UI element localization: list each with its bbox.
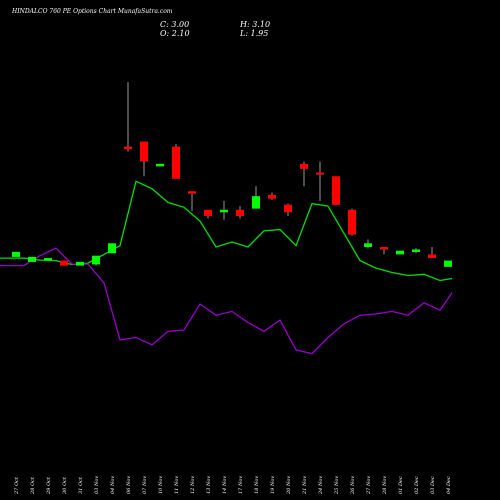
x-tick-label: 24 Nov — [318, 476, 324, 495]
x-tick-label: 10 Nov — [158, 476, 164, 494]
candle-body-up — [156, 163, 164, 167]
candle-body-down — [332, 176, 340, 205]
candle — [268, 192, 276, 200]
candle-body-down — [204, 209, 212, 216]
x-tick-label: 19 Nov — [270, 476, 276, 494]
candle-body-up — [364, 243, 372, 247]
candle-body-down — [428, 254, 436, 259]
x-tick-label: 11 Nov — [174, 476, 180, 494]
x-tick-label: 03 Dec — [430, 476, 436, 494]
candle — [204, 209, 212, 219]
candle-body-down — [316, 172, 324, 175]
candle — [252, 186, 260, 209]
x-tick-label: 02 Dec — [414, 476, 420, 494]
open-value: O: 2.10 — [160, 29, 190, 38]
candle — [220, 201, 228, 220]
candle — [332, 176, 340, 205]
x-tick-label: 06 Nov — [126, 476, 132, 494]
candle-body-down — [236, 209, 244, 216]
candle — [380, 247, 388, 255]
candle-body-up — [28, 256, 36, 262]
x-tick-label: 25 Nov — [334, 476, 340, 495]
candle-body-up — [252, 196, 260, 209]
x-tick-label: 13 Nov — [206, 476, 212, 494]
candle-body-up — [92, 255, 100, 265]
candle — [172, 144, 180, 179]
x-tick-label: 28 Oct — [30, 476, 36, 495]
candle-body-down — [284, 204, 292, 213]
x-tick-label: 18 Nov — [254, 476, 260, 494]
candle-body-down — [268, 194, 276, 199]
candle — [284, 203, 292, 216]
candle-body-up — [220, 209, 228, 213]
candle — [156, 163, 164, 167]
candle-body-up — [76, 261, 84, 266]
candle — [428, 247, 436, 259]
candle-body-up — [12, 251, 20, 257]
x-tick-label: 29 Oct — [46, 476, 52, 495]
candle — [364, 239, 372, 249]
x-tick-label: 21 Nov — [302, 476, 308, 495]
candle-body-down — [300, 163, 308, 169]
x-tick-label: 12 Nov — [190, 476, 196, 494]
candle — [140, 141, 148, 177]
chart-title: HINDALCO 760 PE Options Chart MunafaSutr… — [12, 8, 173, 15]
candle — [92, 255, 100, 266]
close-value: C: 3.00 — [160, 20, 190, 29]
x-axis-labels: 27 Oct 28 Oct 29 Oct 30 Oct 31 Oct 03 Nov 04 N… — [14, 476, 452, 495]
x-tick-label: 28 Nov — [382, 476, 388, 495]
x-tick-label: 03 Nov — [94, 476, 100, 494]
candle — [60, 260, 68, 266]
candle — [396, 250, 404, 255]
candle — [348, 208, 356, 236]
candle — [188, 191, 196, 211]
high-value: H: 3.10 — [240, 20, 271, 29]
x-tick-label: 26 Nov — [350, 476, 356, 495]
candle — [76, 261, 84, 266]
x-tick-label: 04 Dec — [446, 476, 452, 494]
candle — [236, 206, 244, 219]
x-tick-label: 07 Nov — [142, 476, 148, 494]
x-tick-label: 27 Oct — [14, 476, 20, 495]
candle-body-up — [412, 249, 420, 252]
candle-body-up — [444, 260, 452, 267]
x-tick-label: 14 Nov — [222, 476, 228, 494]
candle — [444, 260, 452, 267]
x-tick-label: 27 Nov — [366, 476, 372, 495]
candle-body-down — [172, 146, 180, 179]
candle-body-up — [44, 258, 52, 261]
candle — [12, 251, 20, 257]
candle-body-down — [60, 260, 68, 266]
candle — [412, 248, 420, 254]
x-tick-label: 20 Nov — [286, 476, 292, 495]
candle-body-down — [380, 247, 388, 250]
x-tick-label: 30 Oct — [62, 476, 68, 494]
candle — [28, 256, 36, 262]
candle-body-down — [124, 146, 132, 150]
candle-body-up — [396, 250, 404, 255]
low-value: L: 1.95 — [240, 29, 269, 38]
candle — [124, 82, 132, 152]
candle — [316, 161, 324, 202]
x-tick-label: 31 Oct — [78, 476, 84, 494]
candle-body-down — [188, 191, 196, 194]
candles-group — [12, 82, 452, 267]
candle-body-down — [140, 141, 148, 162]
candle-body-up — [108, 243, 116, 254]
candle — [44, 258, 52, 261]
candle — [108, 243, 116, 254]
candle-body-down — [348, 209, 356, 235]
x-tick-label: 01 Dec — [398, 476, 404, 494]
candle — [300, 161, 308, 187]
x-tick-label: 17 Nov — [238, 476, 244, 494]
x-tick-label: 04 Nov — [110, 476, 116, 494]
